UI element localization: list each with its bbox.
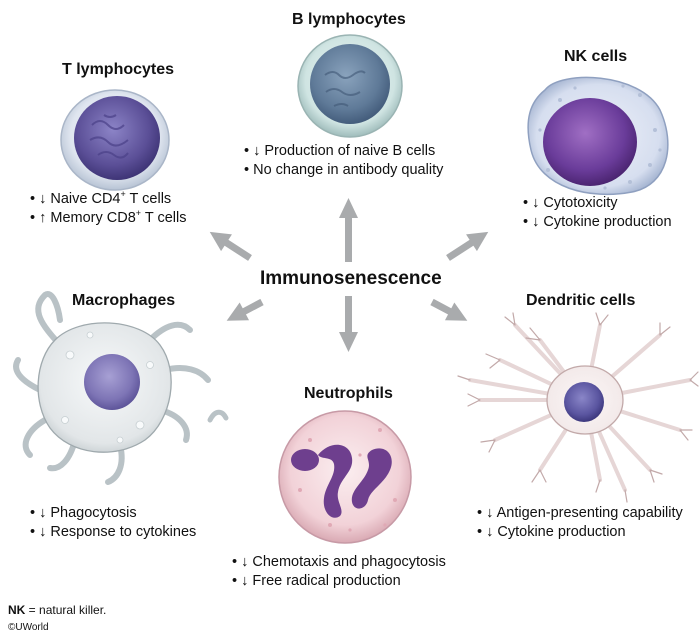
footnote-text: = natural killer. [25, 603, 107, 617]
neutrophils-item: • ↓ Free radical production [232, 573, 401, 589]
neutrophils-title: Neutrophils [304, 385, 393, 402]
b-lymphocytes-list: • ↓ Production of naive B cells • No cha… [244, 142, 443, 180]
t-lymphocytes-list: • ↓ Naive CD4+ T cells • ↑ Memory CD8+ T… [30, 190, 186, 228]
macrophages-list: • ↓ Phagocytosis • ↓ Response to cytokin… [30, 504, 196, 542]
copyright: ©UWorld [8, 622, 49, 633]
b-lymphocytes-item: • ↓ Production of naive B cells [244, 143, 436, 159]
arrow-upper-left [209, 231, 252, 261]
dendritic-cells-item: • ↓ Antigen-presenting capability [477, 505, 683, 521]
dendritic-cells-item: • ↓ Cytokine production [477, 524, 626, 540]
macrophages-title: Macrophages [72, 292, 176, 309]
arrows [209, 198, 489, 352]
dendritic-cells-title: Dendritic cells [526, 292, 636, 309]
nk-cells-item: • ↓ Cytotoxicity [523, 195, 618, 211]
b-lymphocytes-item: • No change in antibody quality [244, 162, 444, 178]
macrophages-item: • ↓ Phagocytosis [30, 505, 137, 521]
dendritic-cells-list: • ↓ Antigen-presenting capability • ↓ Cy… [477, 504, 683, 542]
arrow-lower-right [430, 298, 468, 321]
t-lymphocyte-illustration [60, 89, 170, 191]
neutrophil-illustration [278, 410, 412, 544]
macrophages-item: • ↓ Response to cytokines [30, 524, 197, 540]
nk-cell-illustration [527, 76, 669, 196]
nk-cells-list: • ↓ Cytotoxicity • ↓ Cytokine production [523, 194, 672, 232]
dendritic-cell-illustration [457, 312, 699, 503]
arrow-up [339, 198, 358, 262]
footnote: NK = natural killer. [8, 603, 106, 617]
t-lymphocytes-title: T lymphocytes [62, 61, 175, 78]
t-lymphocytes-item: • ↓ Naive CD4+ T cells [30, 189, 172, 208]
t-lymphocytes-item: • ↑ Memory CD8+ T cells [30, 208, 187, 227]
footnote-abbreviation: NK [8, 603, 26, 617]
neutrophils-item: • ↓ Chemotaxis and phagocytosis [232, 554, 446, 570]
arrow-upper-right [446, 231, 489, 261]
arrow-lower-left [226, 298, 264, 321]
nk-cells-item: • ↓ Cytokine production [523, 214, 672, 230]
macrophage-illustration [13, 291, 229, 485]
arrow-down [339, 296, 358, 352]
center-label: Immunosenescence [260, 268, 442, 289]
neutrophils-list: • ↓ Chemotaxis and phagocytosis • ↓ Free… [232, 553, 446, 591]
b-lymphocyte-illustration [297, 34, 403, 138]
nk-cells-title: NK cells [564, 48, 628, 65]
b-lymphocytes-title: B lymphocytes [292, 11, 406, 28]
